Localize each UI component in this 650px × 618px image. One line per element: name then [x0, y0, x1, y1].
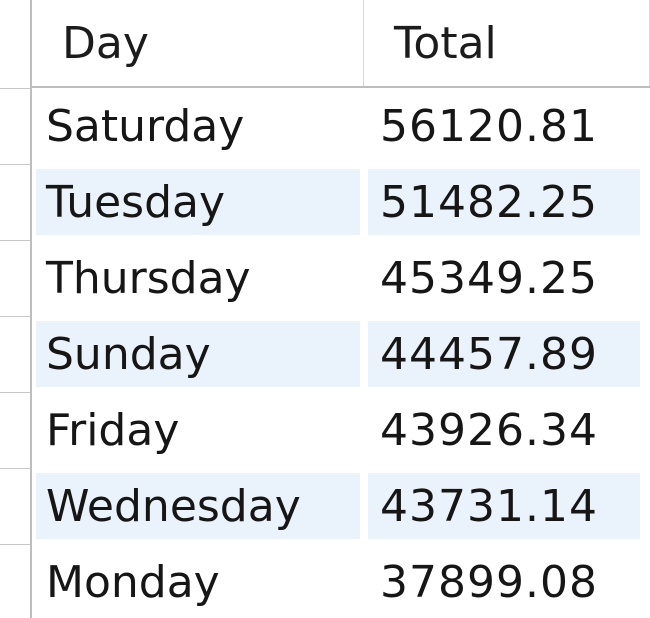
cell-day[interactable]: Sunday	[36, 321, 360, 387]
table-body: Saturday 56120.81 Tuesday 51482.25 Thurs…	[32, 88, 650, 618]
column-header-row: Day Total	[32, 0, 650, 88]
cell-day[interactable]: Wednesday	[36, 473, 360, 539]
cell-total[interactable]: 45349.25	[380, 252, 598, 304]
gutter-divider	[0, 88, 30, 89]
cell-total[interactable]: 44457.89	[368, 321, 640, 387]
gutter-divider	[0, 316, 30, 317]
table-row[interactable]: Wednesday 43731.14	[32, 468, 650, 544]
cell-total[interactable]: 43731.14	[368, 473, 640, 539]
cell-total[interactable]: 37899.08	[380, 556, 598, 608]
gutter-divider	[0, 392, 30, 393]
table-row[interactable]: Friday 43926.34	[32, 392, 650, 468]
cell-day[interactable]: Monday	[46, 556, 220, 608]
gutter-divider	[0, 468, 30, 469]
table-row[interactable]: Monday 37899.08	[32, 544, 650, 618]
table-row[interactable]: Tuesday 51482.25	[32, 164, 650, 240]
gutter-divider	[0, 240, 30, 241]
column-header-day[interactable]: Day	[32, 0, 364, 86]
cell-day[interactable]: Thursday	[46, 252, 251, 304]
table-row[interactable]: Sunday 44457.89	[32, 316, 650, 392]
cell-day[interactable]: Friday	[46, 404, 180, 456]
cell-total[interactable]: 56120.81	[380, 100, 598, 152]
gutter-divider	[0, 544, 30, 545]
cell-total[interactable]: 43926.34	[380, 404, 598, 456]
table-row[interactable]: Thursday 45349.25	[32, 240, 650, 316]
cell-day[interactable]: Tuesday	[36, 169, 360, 235]
table-row[interactable]: Saturday 56120.81	[32, 88, 650, 164]
row-number-gutter	[0, 0, 32, 618]
gutter-divider	[0, 164, 30, 165]
cell-total[interactable]: 51482.25	[368, 169, 640, 235]
column-header-total[interactable]: Total	[364, 0, 650, 86]
cell-day[interactable]: Saturday	[46, 100, 245, 152]
